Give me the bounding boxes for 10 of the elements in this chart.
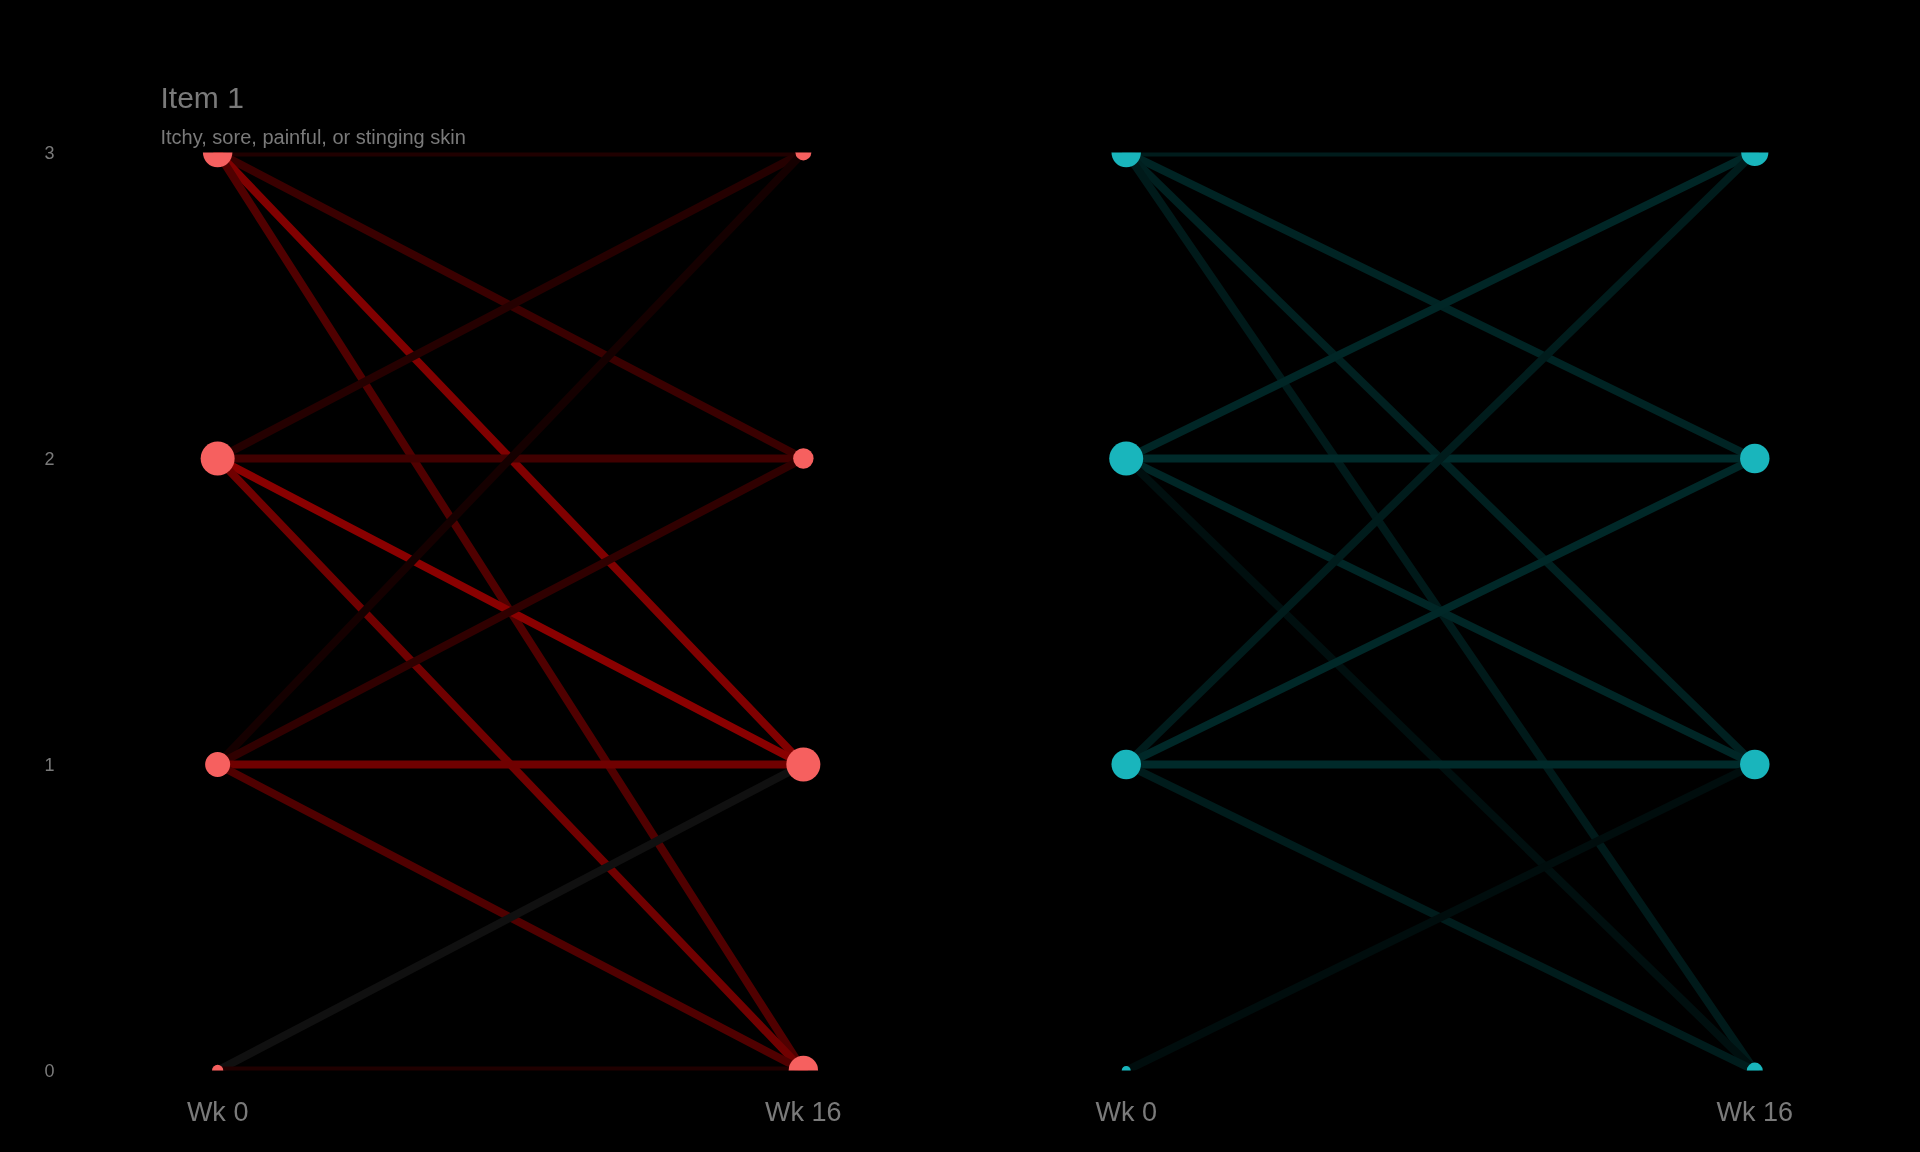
y-tick-label: 2	[44, 449, 55, 469]
x-tick-label: Wk 0	[186, 1096, 249, 1127]
chart-subtitle: Itchy, sore, painful, or stinging skin	[160, 125, 466, 148]
x-tick-label: Wk 0	[1095, 1096, 1157, 1127]
x-tick-label: Wk 16	[1716, 1096, 1794, 1127]
x-tick-label: Wk 16	[765, 1096, 842, 1127]
y-tick-label: 0	[44, 1061, 55, 1081]
y-tick-label: 1	[44, 755, 55, 775]
y-tick-label: 3	[44, 143, 55, 163]
chart-title: Item 1	[160, 80, 244, 114]
